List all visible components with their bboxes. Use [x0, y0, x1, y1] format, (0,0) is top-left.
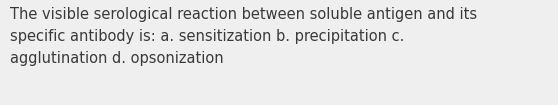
Text: The visible serological reaction between soluble antigen and its
specific antibo: The visible serological reaction between…: [10, 7, 477, 66]
